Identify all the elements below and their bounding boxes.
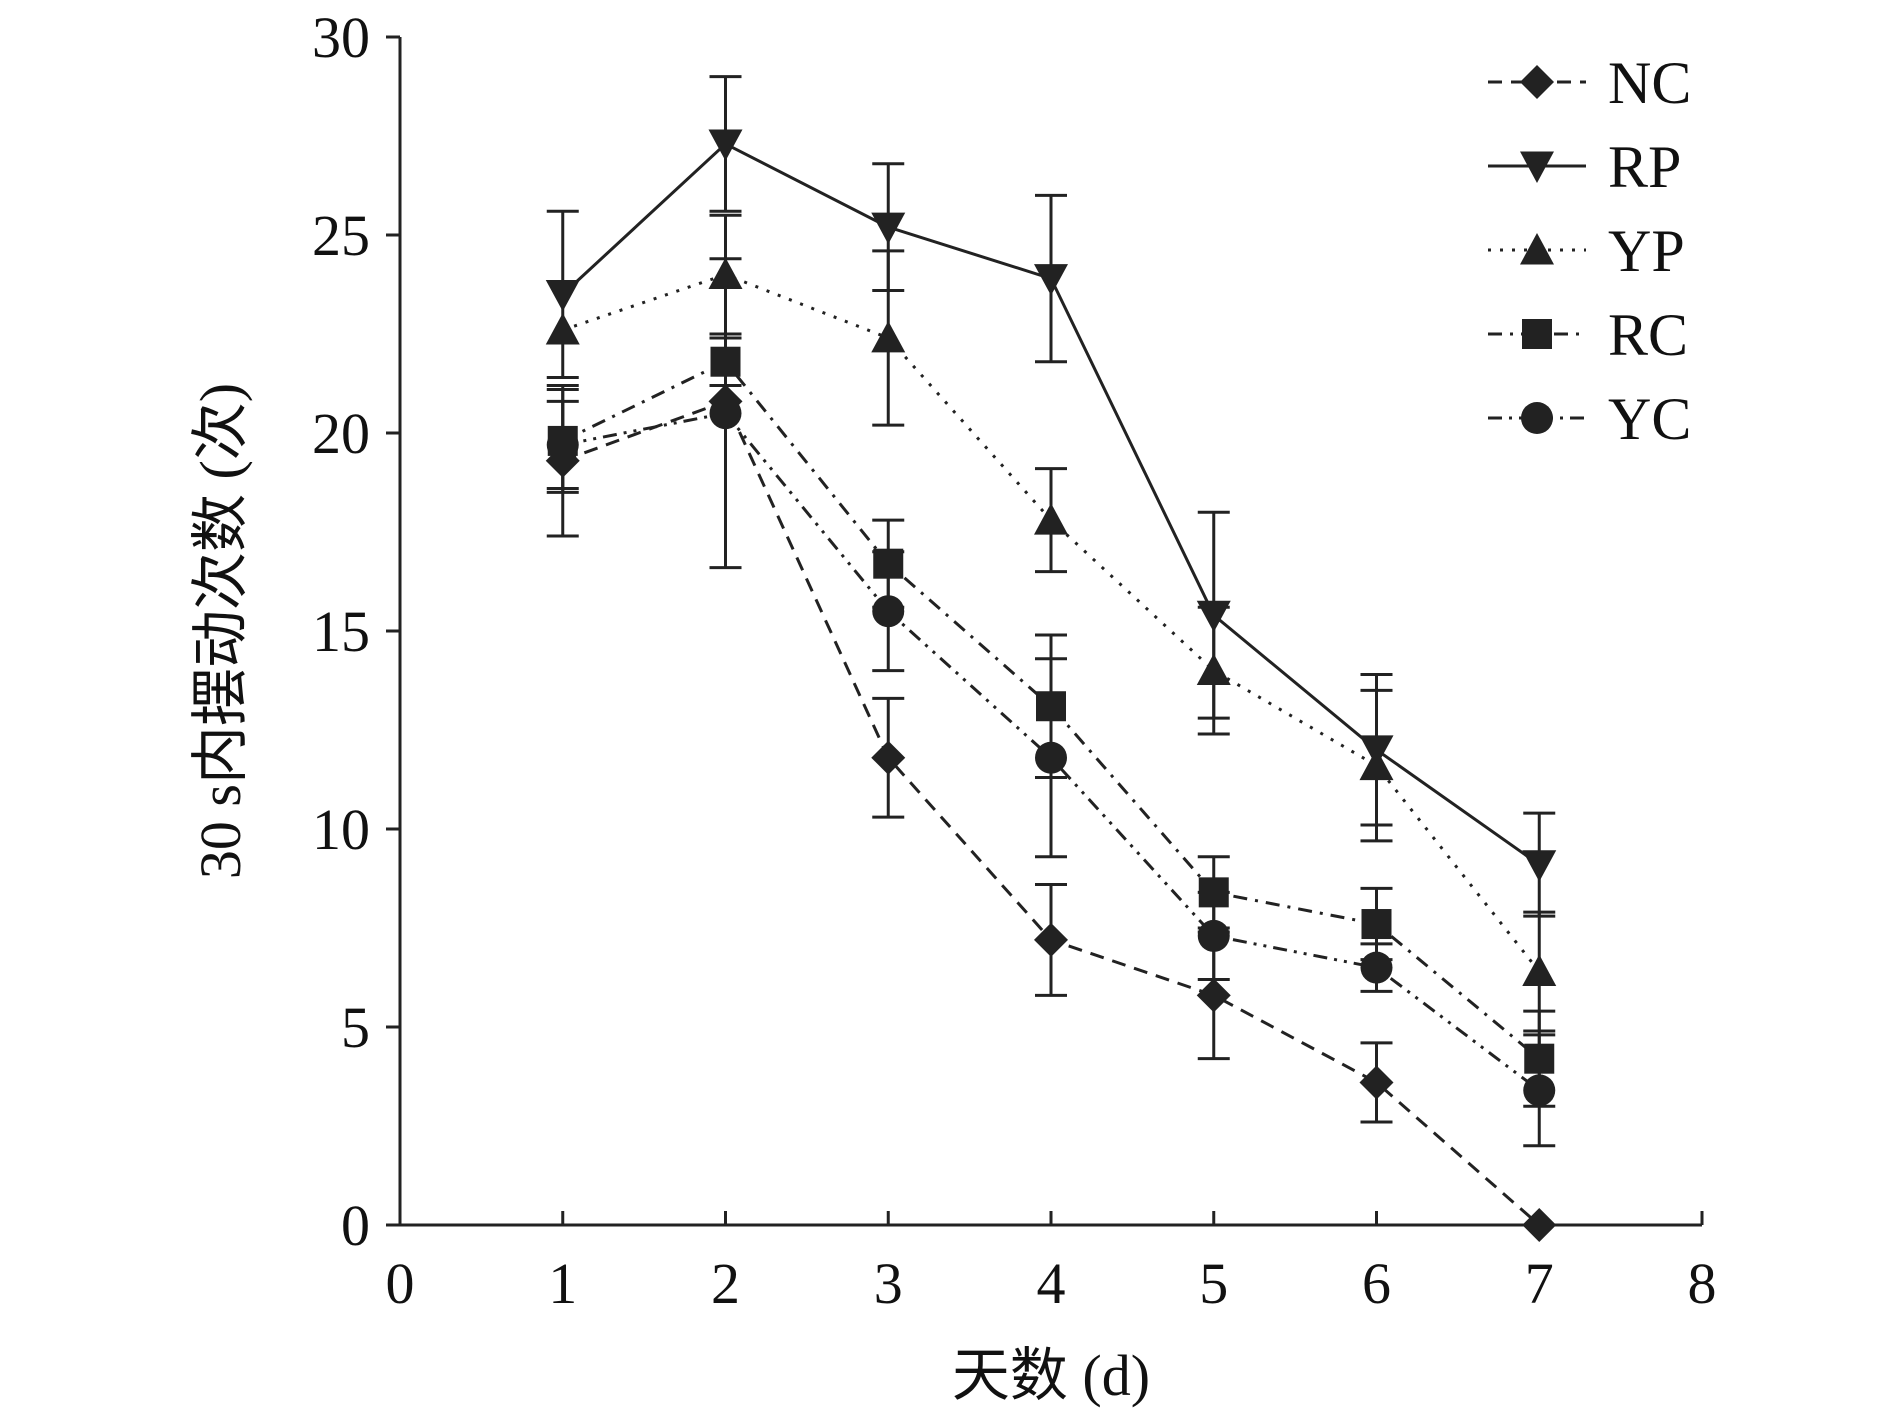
legend-marker-RP — [1520, 151, 1554, 183]
data-point-YP-5 — [1359, 748, 1394, 781]
data-point-YP-3 — [1034, 503, 1068, 535]
x-tick-label-4: 4 — [1037, 1251, 1066, 1316]
data-point-RP-2 — [871, 212, 906, 245]
y-ticks: 0 5 10 15 20 25 30 — [312, 5, 400, 1258]
data-point-YP-4 — [1196, 653, 1231, 686]
x-tick-label-7: 7 — [1525, 1251, 1554, 1316]
x-tick-label-1: 1 — [548, 1251, 577, 1316]
data-point-NC-6 — [1522, 1208, 1557, 1242]
data-point-RP-0 — [545, 279, 580, 312]
y-tick-label-0: 0 — [341, 1193, 370, 1258]
data-point-YC-2 — [872, 595, 905, 628]
y-axis-title: 30 s内摆动次数 (次) — [188, 383, 253, 879]
series-line-YP — [562, 273, 1541, 973]
y-tick-label-2: 10 — [312, 797, 370, 862]
data-point-YC-6 — [1523, 1074, 1556, 1107]
data-point-YP-0 — [545, 313, 580, 345]
x-tick-label-2: 2 — [711, 1251, 740, 1316]
legend-label-RP: RP — [1608, 134, 1681, 200]
data-point-RC-5 — [1361, 909, 1392, 940]
data-point-NC-2 — [871, 740, 906, 775]
data-point-YP-2 — [871, 320, 906, 353]
legend-marker-NC — [1520, 65, 1554, 99]
y-tick-label-1: 5 — [341, 995, 370, 1060]
x-axis-title: 天数 (d) — [952, 1343, 1150, 1408]
data-point-YC-3 — [1035, 741, 1067, 774]
x-tick-label-8: 8 — [1688, 1251, 1717, 1316]
legend: NC RP YP RC YC — [1488, 50, 1691, 452]
data-point-YC-4 — [1197, 919, 1230, 952]
x-ticks: 0 1 2 3 4 5 6 7 8 — [386, 1211, 1717, 1316]
x-tick-label-6: 6 — [1362, 1251, 1391, 1316]
legend-marker-RC — [1522, 319, 1552, 349]
data-point-RP-6 — [1522, 850, 1557, 882]
y-tick-label-6: 30 — [312, 5, 370, 70]
y-tick-label-4: 20 — [312, 401, 370, 466]
y-tick-label-5: 25 — [312, 203, 370, 268]
x-tick-label-5: 5 — [1199, 1251, 1228, 1316]
data-point-YC-0 — [546, 428, 579, 461]
data-point-YP-6 — [1522, 954, 1557, 987]
data-point-NC-4 — [1196, 978, 1231, 1013]
x-tick-label-0: 0 — [386, 1251, 415, 1316]
series-layer — [545, 75, 1557, 1242]
legend-marker-YC — [1521, 402, 1553, 434]
data-point-YC-5 — [1360, 951, 1393, 984]
data-point-NC-3 — [1034, 922, 1068, 957]
data-point-RP-3 — [1034, 264, 1068, 296]
legend-label-YP: YP — [1608, 218, 1685, 284]
y-tick-label-3: 15 — [312, 599, 370, 664]
data-point-YC-1 — [709, 397, 742, 430]
legend-label-NC: NC — [1608, 50, 1691, 116]
legend-label-RC: RC — [1608, 302, 1688, 368]
legend-label-YC: YC — [1608, 386, 1691, 452]
x-tick-label-3: 3 — [874, 1251, 903, 1316]
data-point-NC-5 — [1359, 1065, 1394, 1100]
series-YP — [545, 213, 1557, 1033]
data-point-RP-1 — [708, 129, 743, 161]
legend-marker-YP — [1520, 233, 1554, 265]
series-YC — [546, 257, 1556, 1148]
